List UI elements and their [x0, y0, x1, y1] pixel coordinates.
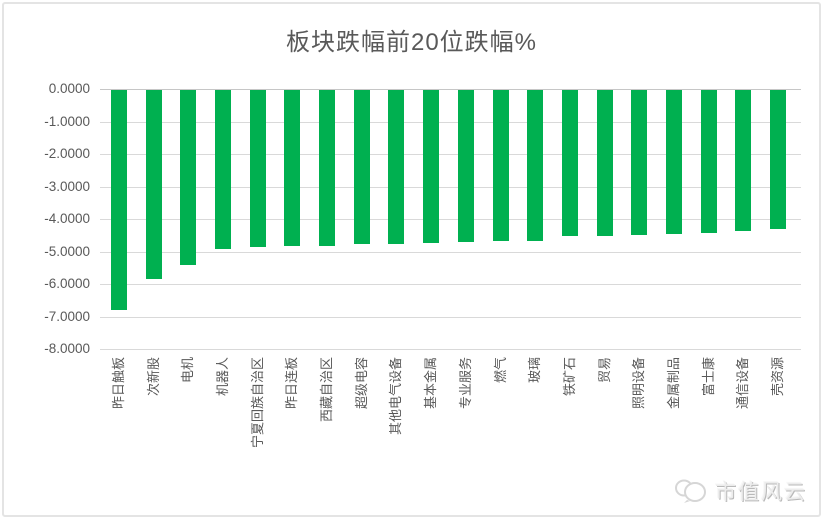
bar	[457, 90, 474, 242]
x-category-label: 金属制品	[665, 357, 681, 410]
bar	[111, 90, 127, 310]
x-category-label: 贸易	[596, 357, 612, 384]
bar	[423, 90, 440, 243]
x-category-label: 昨日连板	[284, 357, 300, 410]
bar	[180, 90, 197, 265]
gridline	[100, 219, 801, 220]
bar	[215, 90, 232, 250]
x-category-label: 专业服务	[457, 357, 473, 410]
bar	[631, 90, 648, 235]
x-category-label: 西藏自治区	[319, 357, 335, 423]
y-tick-label: -1.0000	[44, 113, 90, 129]
bar	[527, 90, 544, 241]
x-category-label: 通信设备	[735, 357, 751, 410]
bar	[561, 90, 578, 237]
y-tick-label: -4.0000	[44, 211, 90, 226]
gridline	[100, 186, 801, 188]
gridline	[100, 154, 801, 155]
x-category-label: 玻璃	[527, 357, 543, 384]
gridline	[100, 121, 801, 123]
bar	[665, 90, 682, 234]
x-category-label: 富士康	[700, 357, 716, 397]
x-category-label: 宁夏回族自治区	[249, 357, 265, 449]
gridline	[100, 349, 801, 350]
x-category-label: 超级电容	[353, 357, 369, 410]
gridline	[100, 251, 801, 253]
bar	[353, 90, 370, 245]
y-tick-label: -5.0000	[44, 243, 90, 259]
y-tick-label: -2.0000	[44, 146, 90, 161]
bar	[700, 90, 717, 233]
gridline	[100, 316, 801, 318]
bar	[284, 90, 301, 247]
y-tick-label: 0.0000	[48, 81, 90, 96]
y-tick-label: -8.0000	[44, 341, 90, 356]
x-category-label: 壳资源	[769, 357, 785, 397]
x-category-label: 电机	[180, 357, 196, 384]
x-category-label: 昨日触板	[111, 357, 126, 410]
x-category-label: 燃气	[492, 357, 508, 384]
plot-area	[100, 89, 801, 350]
bar	[769, 90, 786, 230]
y-tick-label: -7.0000	[44, 308, 90, 324]
x-category-label: 铁矿石	[561, 357, 577, 397]
x-category-label: 次新股	[145, 357, 161, 397]
bar	[596, 90, 613, 236]
x-category-label: 其他电气设备	[388, 357, 404, 436]
x-category-label: 基本金属	[423, 357, 439, 410]
gridline	[100, 284, 801, 285]
bar	[145, 90, 162, 280]
x-category-label: 照明设备	[631, 357, 647, 410]
x-category-label: 机器人	[215, 357, 231, 397]
bar	[249, 90, 266, 247]
brand-logo-icon	[675, 479, 706, 503]
bar	[319, 90, 336, 246]
y-tick-label: -6.0000	[44, 276, 90, 291]
bar	[735, 90, 752, 232]
gridline	[100, 89, 801, 90]
bar	[492, 90, 509, 242]
y-tick-label: -3.0000	[44, 178, 90, 194]
chart-title: 板块跌幅前20位跌幅%	[285, 29, 538, 56]
watermark-text: 市值风云	[715, 481, 807, 504]
bar	[388, 90, 405, 244]
watermark: 市值风云	[674, 476, 807, 506]
